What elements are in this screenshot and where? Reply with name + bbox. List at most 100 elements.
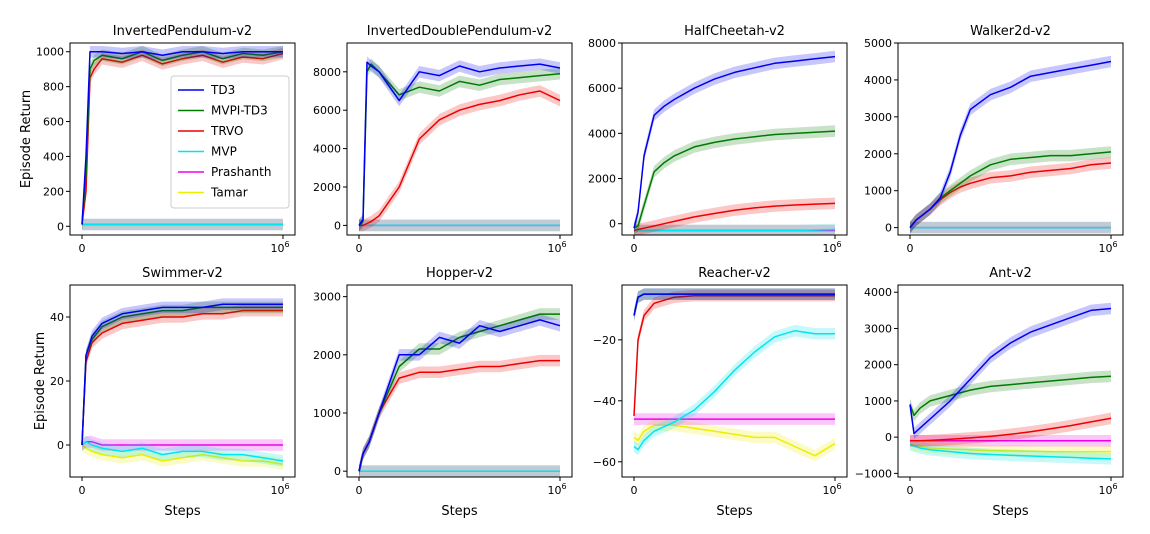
- y-tick-label: −20: [593, 334, 616, 347]
- panel-title: HalfCheetah-v2: [684, 24, 785, 39]
- series-band-td3: [359, 56, 560, 232]
- panel-2: HalfCheetah-v2 0 2000 4000 6000 8000 0 106: [588, 24, 848, 255]
- y-tick-label: −40: [593, 395, 616, 408]
- y-tick-label: 0: [334, 465, 341, 478]
- series-line-td3: [633, 293, 835, 316]
- y-tick-label: 200: [43, 185, 64, 198]
- plot-frame: [621, 284, 848, 478]
- panel-title: Walker2d-v2: [970, 24, 1051, 39]
- y-tick-label: 8000: [588, 37, 616, 50]
- y-tick-label: −60: [593, 456, 616, 469]
- series-band-tamar: [82, 439, 283, 470]
- series-band-td3: [634, 288, 835, 322]
- series-line-td3: [633, 55, 836, 229]
- y-tick-label: 2000: [864, 359, 892, 372]
- series-line-td3: [358, 319, 561, 472]
- series-line-td3: [81, 50, 283, 225]
- panel-6: Reacher-v2 −60 −40 −20 0 106 Steps: [593, 266, 848, 519]
- series-line-mvpi-td3: [358, 63, 561, 226]
- plot-frame: [621, 42, 848, 236]
- series-band-td3: [634, 50, 835, 234]
- series-band-trvo: [634, 289, 835, 422]
- x-tick-label: 106: [1098, 240, 1117, 255]
- legend-box: [170, 75, 290, 209]
- y-axis-label: Episode Return: [19, 90, 34, 188]
- panel-title: Swimmer-v2: [142, 266, 223, 281]
- y-tick-label: 2000: [864, 148, 892, 161]
- panel-title: Hopper-v2: [426, 266, 493, 281]
- plot-frame: [346, 42, 573, 236]
- y-tick-label: 2000: [588, 173, 616, 186]
- series-band-trvo: [634, 197, 835, 235]
- y-tick-label: 1000: [313, 407, 341, 420]
- y-tick-label: 0: [57, 439, 64, 452]
- series-line-prashanth: [81, 441, 283, 446]
- series-line-td3: [81, 303, 283, 446]
- panel-3: Walker2d-v2 0 1000 2000 3000 4000 5000 0 106: [864, 24, 1124, 255]
- y-axis-label: Episode Return: [33, 332, 48, 430]
- panel-title: Ant-v2: [989, 266, 1032, 281]
- x-tick-label: 0: [356, 484, 363, 497]
- y-tick-label: −1000: [855, 467, 892, 480]
- y-tick-label: 20: [50, 375, 64, 388]
- series-band-mvpi-td3: [634, 288, 835, 322]
- y-tick-label: 4000: [313, 143, 341, 156]
- y-tick-label: 8000: [313, 66, 341, 79]
- y-tick-label: 5000: [864, 37, 892, 50]
- series-band-td3: [910, 55, 1111, 234]
- series-line-trvo: [358, 359, 560, 472]
- series-line-mvp: [81, 441, 284, 462]
- y-tick-label: 0: [885, 431, 892, 444]
- series-band-mvp: [910, 438, 1111, 465]
- y-tick-label: 4000: [588, 127, 616, 140]
- legend-entry: MVPI-TD3: [211, 104, 268, 118]
- y-tick-label: 1000: [864, 395, 892, 408]
- series-band-trvo: [359, 354, 560, 477]
- y-tick-label: 6000: [588, 82, 616, 95]
- series-line-td3: [909, 307, 1112, 435]
- x-axis-label: Steps: [716, 504, 753, 519]
- y-tick-label: 2000: [313, 181, 341, 194]
- series-line-td3: [358, 61, 561, 226]
- series-line-tamar: [81, 444, 284, 465]
- plot-frame: [897, 284, 1124, 478]
- y-tick-label: 2000: [313, 349, 341, 362]
- y-tick-label: 400: [43, 150, 64, 163]
- series-band-mvpi-td3: [359, 308, 560, 477]
- y-tick-label: 3000: [864, 111, 892, 124]
- series-band-trvo: [359, 85, 560, 232]
- y-tick-label: 3000: [313, 291, 341, 304]
- x-tick-label: 0: [907, 242, 914, 255]
- panel-1: InvertedDoublePendulum-v2 0 2000 4000 6000 80…: [313, 24, 573, 255]
- series-band-mvpi-td3: [910, 370, 1111, 422]
- x-axis-label: Steps: [164, 504, 201, 519]
- x-tick-label: 0: [79, 242, 86, 255]
- series-line-mvpi-td3: [633, 130, 836, 229]
- y-tick-label: 1000: [36, 46, 64, 59]
- y-tick-label: 0: [885, 222, 892, 235]
- x-axis-label: Steps: [441, 504, 478, 519]
- series-line-trvo: [81, 52, 284, 225]
- x-tick-label: 0: [631, 484, 638, 497]
- x-tick-label: 0: [356, 242, 363, 255]
- series-line-mvp: [634, 228, 836, 232]
- x-tick-label: 0: [631, 242, 638, 255]
- plot-frame: [346, 284, 573, 478]
- y-tick-label: 4000: [864, 286, 892, 299]
- x-tick-label: 106: [822, 240, 841, 255]
- y-tick-label: 4000: [864, 74, 892, 87]
- y-tick-label: 0: [609, 218, 616, 231]
- x-tick-label: 106: [822, 482, 841, 497]
- series-line-trvo: [81, 309, 283, 446]
- x-axis-label: Steps: [992, 504, 1029, 519]
- y-tick-label: 0: [334, 219, 341, 232]
- plot-frame: [69, 42, 296, 236]
- y-tick-label: 800: [43, 81, 64, 94]
- y-tick-label: 600: [43, 116, 64, 129]
- panel-7: Ant-v2 −1000 0 1000 2000 3000 4000 0 106 Steps: [855, 266, 1124, 519]
- legend-entry: Prashanth: [211, 165, 271, 179]
- plot-frame: [897, 42, 1124, 236]
- series-band-mvp: [634, 325, 835, 456]
- series-line-tamar: [633, 424, 836, 457]
